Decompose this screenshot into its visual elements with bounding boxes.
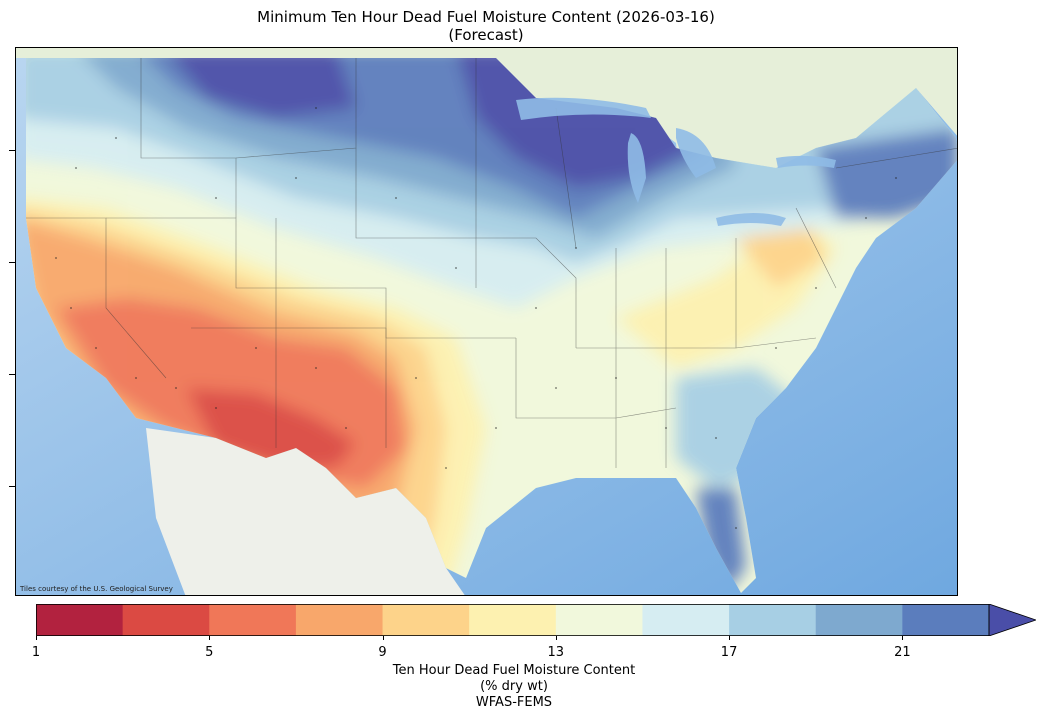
colorbar-tick-label: 5 [205, 645, 214, 660]
colorbar-bin [295, 604, 384, 636]
colorbar-bin [36, 604, 124, 636]
colorbar-bin [902, 604, 990, 636]
colorbar-label-line1: Ten Hour Dead Fuel Moisture Content [392, 663, 636, 678]
colorbar-bin [642, 604, 730, 636]
colorbar [36, 604, 1036, 636]
colorbar-label: Ten Hour Dead Fuel Moisture Content (% d… [0, 663, 1028, 711]
colorbar-bin [555, 604, 643, 636]
y-tick [9, 150, 15, 151]
colorbar-tick-mark [36, 636, 37, 640]
colorbar-bin [815, 604, 903, 636]
map-title-line1: Minimum Ten Hour Dead Fuel Moisture Cont… [257, 8, 715, 26]
colorbar-tick-mark [382, 636, 384, 640]
y-tick [9, 262, 15, 263]
colorbar-tick-mark [555, 636, 557, 640]
colorbar-tick-label: 13 [547, 645, 565, 660]
map-attribution: Tiles courtesy of the U.S. Geological Su… [20, 585, 173, 593]
colorbar-extend-arrow [988, 604, 1036, 636]
map-title-line2: (Forecast) [448, 26, 524, 44]
colorbar-tick-mark [902, 636, 904, 640]
colorbar-tick-label: 9 [378, 645, 387, 660]
colorbar-bin [382, 604, 470, 636]
colorbar-bin [469, 604, 557, 636]
colorbar-bin [122, 604, 210, 636]
colorbar-bin [209, 604, 297, 636]
map-title: Minimum Ten Hour Dead Fuel Moisture Cont… [0, 8, 972, 44]
colorbar-tick-mark [729, 636, 731, 640]
colorbar-tick-label: 21 [894, 645, 911, 660]
colorbar-bin [729, 604, 817, 636]
colorbar-label-line2: (% dry wt) [480, 679, 548, 694]
colorbar-tick-mark [209, 636, 211, 640]
y-tick [9, 486, 15, 487]
colorbar-tick-label: 17 [720, 645, 738, 660]
map-panel[interactable]: Tiles courtesy of the U.S. Geological Su… [15, 47, 958, 596]
fuel-moisture-map [16, 48, 957, 595]
y-tick [9, 374, 15, 375]
colorbar-label-line3: WFAS-FEMS [475, 695, 553, 710]
colorbar-tick-label: 1 [31, 645, 41, 660]
